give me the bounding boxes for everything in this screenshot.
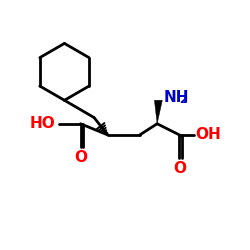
Text: 2: 2 (180, 95, 187, 105)
Text: HO: HO (30, 116, 56, 131)
Text: NH: NH (164, 90, 189, 105)
Text: OH: OH (196, 128, 221, 142)
Polygon shape (154, 100, 162, 124)
Text: O: O (74, 150, 87, 165)
Text: O: O (173, 161, 186, 176)
